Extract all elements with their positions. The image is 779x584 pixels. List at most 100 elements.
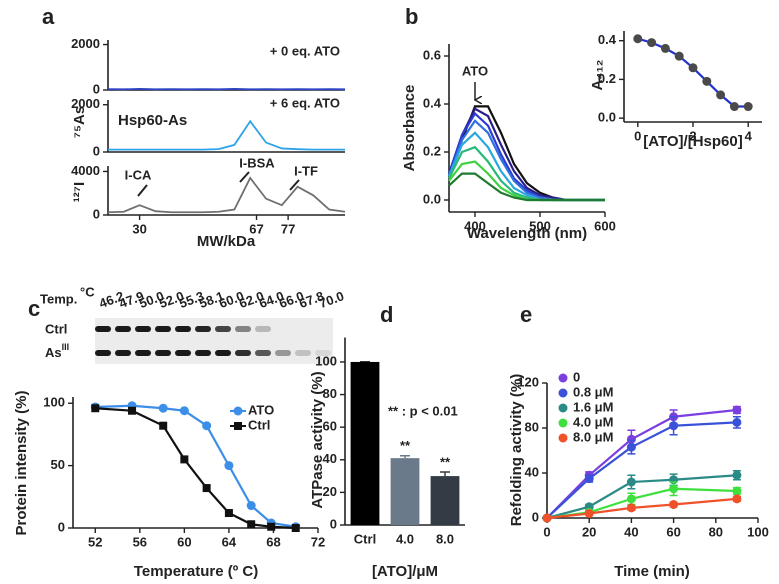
legend-marker: [233, 406, 243, 416]
x-tick-label: 30: [132, 221, 146, 236]
marker: [246, 501, 256, 511]
legend-label: ATO: [248, 402, 274, 417]
band: [115, 326, 131, 332]
line: [637, 37, 749, 108]
error-bar: [400, 454, 410, 459]
x-tick-label: 60: [177, 534, 191, 549]
marker: [202, 484, 211, 493]
x-tick-label: 2: [689, 128, 696, 143]
x-tick-label: 8.0: [436, 531, 454, 546]
annotation-pointer: [137, 184, 148, 197]
marker: [91, 404, 100, 413]
y-tick-label: 100: [315, 353, 337, 368]
x-tick-label: 4.0: [396, 531, 414, 546]
y-tick-label: 0.4: [423, 95, 442, 110]
panel-label: b: [405, 4, 418, 29]
band: [155, 350, 171, 356]
line: [546, 487, 737, 520]
panel-label: c: [28, 296, 40, 321]
x-tick-label: Ctrl: [354, 531, 376, 546]
blot-row-label: AsIII: [45, 342, 69, 360]
line: [546, 497, 737, 520]
y-tick-label: 60: [323, 419, 337, 434]
marker: [669, 500, 679, 509]
line: [107, 176, 346, 214]
y-axis-label: ATPase activity (%): [309, 371, 326, 508]
marker: [743, 102, 753, 112]
marker: [702, 76, 712, 86]
annotation: ** : p < 0.01: [388, 403, 458, 418]
band: [135, 326, 151, 332]
band: [195, 350, 211, 356]
marker: [669, 484, 679, 494]
legend-label: 1.6 μM: [573, 399, 613, 414]
series-label: Hsp60-As: [118, 112, 187, 129]
blot-background: [95, 318, 333, 364]
x-tick-label: 40: [624, 524, 638, 539]
x-tick-label: 4: [745, 128, 753, 143]
y-axis-label: Protein intensity (%): [13, 390, 30, 535]
band: [175, 326, 191, 332]
marker: [247, 520, 256, 529]
marker: [584, 509, 594, 518]
y-tick-label: 0.0: [423, 191, 441, 206]
y-tick-label: 0.6: [423, 47, 441, 62]
y-tick-label: 0: [58, 519, 65, 534]
panel-label: e: [520, 302, 532, 327]
legend-marker: [558, 403, 568, 413]
marker: [716, 90, 726, 100]
annotation: I-CA: [125, 167, 152, 182]
y-tick-label: 0: [532, 509, 539, 524]
marker: [732, 417, 742, 427]
marker: [674, 51, 684, 61]
marker: [158, 403, 168, 413]
marker: [732, 470, 742, 480]
annotation: I-BSA: [239, 155, 275, 170]
y-axis-label: Absorbance: [401, 85, 418, 172]
marker: [688, 63, 698, 73]
band: [195, 326, 211, 332]
marker: [647, 38, 657, 48]
band: [95, 350, 111, 356]
marker: [633, 34, 643, 44]
y-tick-label: 20: [323, 484, 337, 499]
y-axis-label: Refolding activity (%): [508, 374, 525, 527]
marker: [732, 405, 742, 415]
y-tick-label: 0: [93, 206, 100, 221]
annotation: + 0 eq. ATO: [270, 43, 340, 58]
annotation-pointer: [289, 179, 300, 191]
significance: **: [440, 454, 451, 469]
y-tick-label: 0.4: [598, 32, 617, 47]
marker: [159, 421, 168, 430]
band: [235, 326, 251, 332]
legend-label: 0: [573, 369, 580, 384]
y-axis-label: A₄₁₂: [589, 60, 606, 91]
band: [175, 350, 191, 356]
y-axis-label: ⁷⁵As: [71, 106, 88, 138]
x-tick-label: 52: [88, 534, 102, 549]
y-tick-label: 2000: [71, 96, 100, 111]
y-tick-label: 50: [51, 457, 65, 472]
band: [115, 350, 131, 356]
marker: [202, 421, 212, 431]
x-axis-label: Temperature (º C): [134, 563, 258, 580]
y-tick-label: 0: [330, 516, 337, 531]
band: [275, 350, 291, 356]
x-tick-label: 100: [747, 524, 769, 539]
x-tick-label: 67: [249, 221, 263, 236]
x-tick-label: 400: [464, 218, 486, 233]
x-tick-label: 0: [634, 128, 641, 143]
x-axis-label: [ATO]/μM: [372, 563, 438, 580]
legend-marker: [558, 373, 568, 383]
legend-label: 0.8 μM: [573, 384, 613, 399]
blot: Temp. °C Ctrl AsIII: [40, 284, 333, 364]
marker: [128, 406, 137, 415]
x-tick-label: 77: [281, 221, 295, 236]
band: [215, 350, 231, 356]
x-tick-label: 80: [709, 524, 723, 539]
x-tick-label: 64: [222, 534, 237, 549]
blot-row-label-main: As: [45, 345, 62, 360]
marker: [669, 421, 679, 431]
x-axis-label: Time (min): [614, 563, 690, 580]
